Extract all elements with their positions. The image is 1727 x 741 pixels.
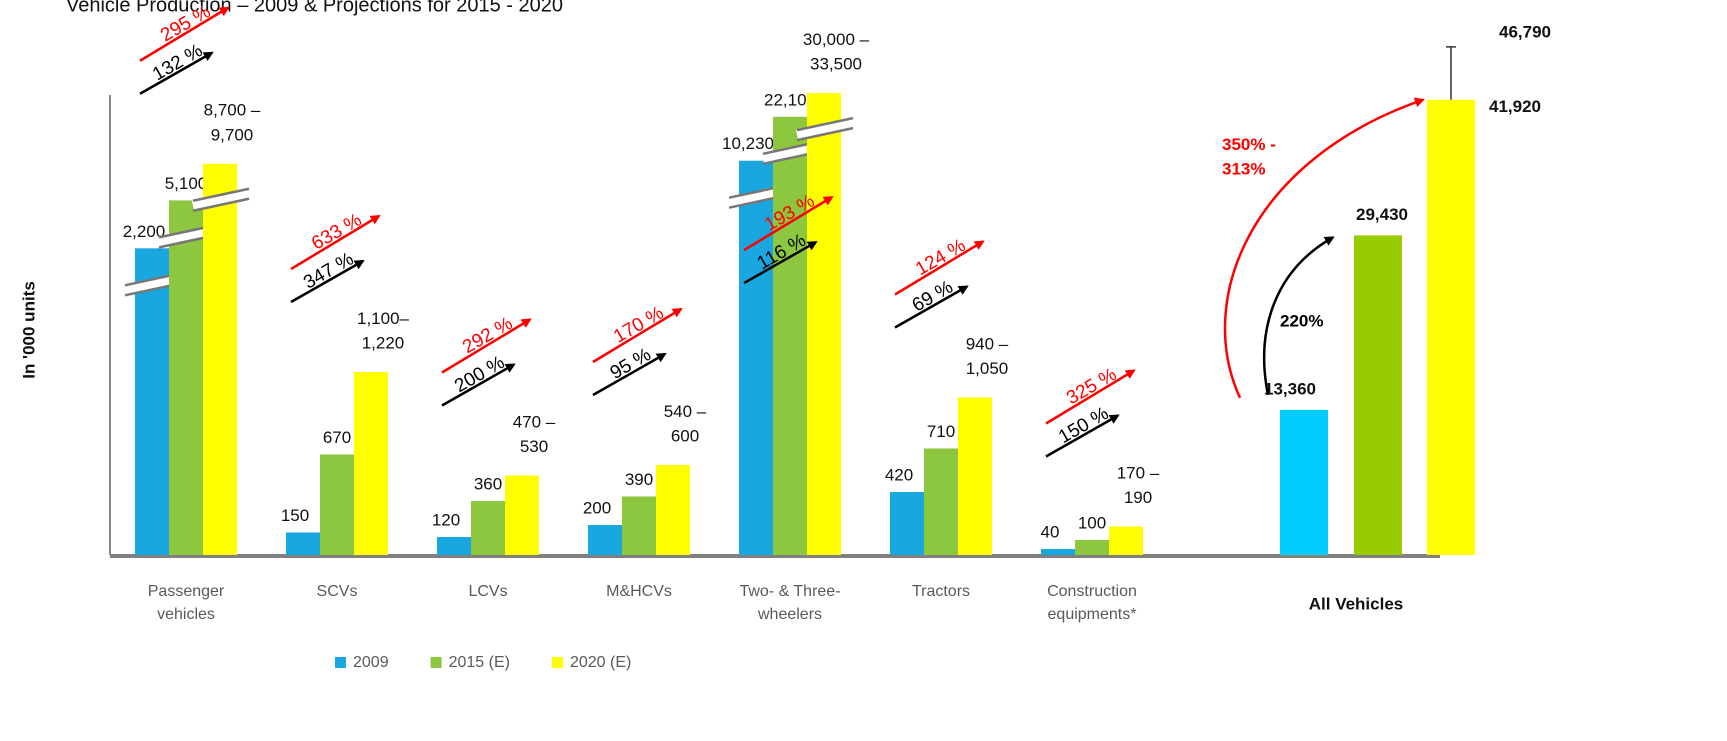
- bar: [135, 248, 169, 555]
- data-label: 10,230: [722, 134, 774, 153]
- data-label: 390: [625, 470, 653, 489]
- data-label: 200: [583, 498, 611, 517]
- bar: [890, 492, 924, 555]
- data-label: 540 –600: [664, 402, 707, 446]
- data-label: 150: [281, 506, 309, 525]
- chart: Vehicle Production – 2009 & Projections …: [0, 0, 1727, 741]
- chart-title: Vehicle Production – 2009 & Projections …: [66, 0, 563, 16]
- growth-label: 132 %: [149, 40, 206, 85]
- data-label: 360: [474, 474, 502, 493]
- data-label: 8,700 –9,700: [204, 101, 261, 145]
- data-label: 29,430: [1356, 205, 1408, 224]
- x-tick-label: All Vehicles: [1309, 594, 1404, 613]
- annotation: 350% -313%: [1222, 135, 1276, 179]
- data-label: 670: [323, 428, 351, 447]
- growth-label: 124 %: [912, 235, 969, 280]
- x-tick-label: Two- & Three-wheelers: [739, 583, 840, 623]
- growth-label: 325 %: [1063, 364, 1120, 409]
- legend-label: 2015 (E): [449, 654, 510, 671]
- growth-label: 633 %: [308, 209, 365, 254]
- growth-label: 347 %: [300, 248, 357, 293]
- bar: [958, 398, 992, 556]
- bar: [807, 93, 841, 555]
- x-tick-label: Tractors: [912, 583, 970, 600]
- bar: [354, 372, 388, 555]
- x-tick-label: SCVs: [317, 583, 358, 600]
- bar: [505, 476, 539, 556]
- bar: [622, 497, 656, 556]
- bar: [1075, 540, 1109, 555]
- data-label: 420: [885, 465, 913, 484]
- bar: [656, 465, 690, 555]
- data-label: 30,000 –33,500: [803, 31, 870, 75]
- data-label: 41,920: [1489, 97, 1541, 116]
- data-label: 13,360: [1264, 379, 1316, 398]
- legend-label: 2020 (E): [570, 654, 631, 671]
- growth-label: 292 %: [459, 313, 516, 358]
- bar: [203, 164, 237, 555]
- growth-label: 150 %: [1055, 403, 1112, 448]
- bar: [471, 501, 505, 555]
- data-label: 40: [1041, 522, 1060, 541]
- bar: [1109, 527, 1143, 556]
- bar: [320, 455, 354, 556]
- legend-swatch: [335, 657, 346, 668]
- growth-label: 170 %: [610, 302, 667, 347]
- bar: [1280, 410, 1328, 555]
- data-label: 100: [1078, 513, 1106, 532]
- bar: [286, 533, 320, 556]
- bar: [924, 449, 958, 556]
- data-label: 1,100–1,220: [357, 309, 410, 353]
- bar: [1427, 100, 1475, 555]
- legend-swatch: [431, 657, 442, 668]
- bar: [1041, 549, 1075, 555]
- data-label: 120: [432, 510, 460, 529]
- legend-swatch: [552, 657, 563, 668]
- bar: [169, 200, 203, 555]
- legend-label: 2009: [353, 654, 389, 671]
- data-label: 470 –530: [513, 413, 556, 457]
- bar: [1354, 235, 1402, 555]
- bar: [773, 117, 807, 555]
- growth-label: 200 %: [451, 352, 508, 397]
- x-tick-label: LCVs: [468, 583, 507, 600]
- bar: [588, 525, 622, 555]
- data-label: 170 –190: [1117, 464, 1160, 508]
- data-label: 940 –1,050: [966, 335, 1009, 379]
- data-label: 46,790: [1499, 22, 1551, 41]
- y-axis-label: In '000 units: [19, 281, 38, 379]
- data-label: 5,100: [165, 174, 208, 193]
- x-tick-label: M&HCVs: [606, 583, 672, 600]
- data-label: 710: [927, 422, 955, 441]
- annotation: 220%: [1280, 311, 1323, 330]
- bar: [437, 537, 471, 555]
